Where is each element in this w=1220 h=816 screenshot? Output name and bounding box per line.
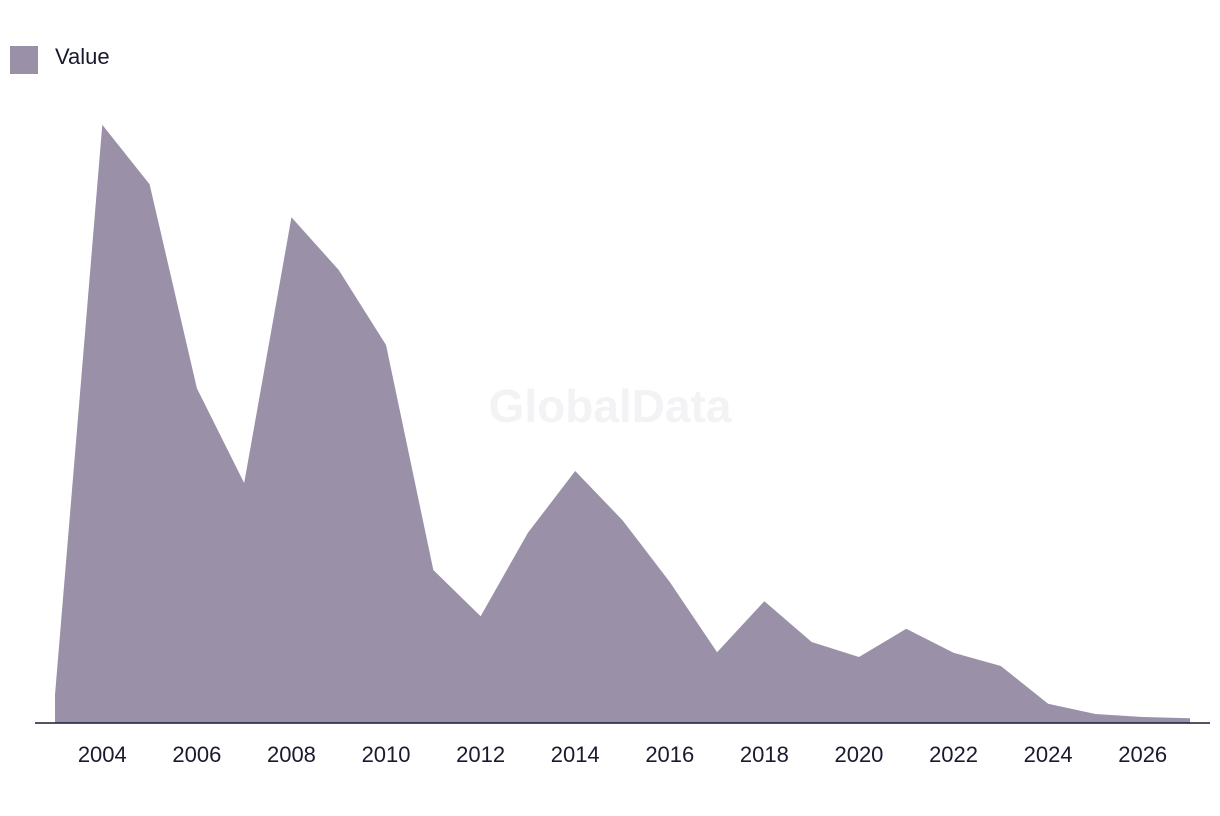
x-tick-label: 2008 <box>267 742 316 767</box>
x-tick-label: 2024 <box>1024 742 1073 767</box>
watermark: GlobalData <box>489 380 732 432</box>
area <box>55 124 1190 724</box>
x-tick-label: 2022 <box>929 742 978 767</box>
legend-swatch <box>10 46 38 74</box>
x-tick-label: 2014 <box>551 742 600 767</box>
legend-label: Value <box>55 44 110 69</box>
x-tick-label: 2006 <box>172 742 221 767</box>
x-tick-label: 2010 <box>362 742 411 767</box>
x-tick-label: 2004 <box>78 742 127 767</box>
x-tick-label: 2020 <box>834 742 883 767</box>
x-tick-label: 2016 <box>645 742 694 767</box>
x-tick-label: 2012 <box>456 742 505 767</box>
x-tick-label: 2018 <box>740 742 789 767</box>
x-tick-label: 2026 <box>1118 742 1167 767</box>
